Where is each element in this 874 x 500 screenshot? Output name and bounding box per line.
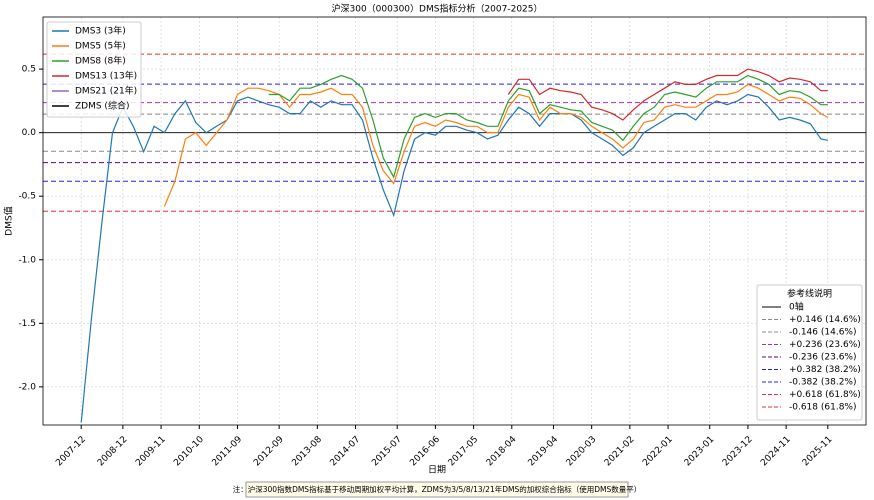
x-tick-label: 2016-06 (408, 434, 442, 468)
reference-legend-label: -0.382 (38.2%) (789, 378, 857, 388)
y-tick-label: 0.0 (22, 128, 37, 138)
x-tick-label: 2023-12 (721, 435, 755, 469)
note: 注：沪深300指数DMS指标基于移动周期加权平均计算，ZDMS为3/5/8/13… (233, 484, 642, 494)
x-tick-label: 2025-11 (801, 435, 835, 469)
series-line (163, 83, 829, 207)
plot-frame (42, 16, 867, 426)
reference-legend-label: +0.618 (61.8%) (789, 390, 861, 400)
y-tick-label: 0.5 (22, 65, 36, 75)
chart-title: 沪深300（000300）DMS指标分析（2007-2025） (332, 3, 543, 15)
legend-box (46, 21, 142, 118)
x-tick-label: 2010-10 (172, 434, 206, 468)
x-tick-label: 2019-04 (527, 434, 561, 468)
series-line (268, 74, 828, 179)
x-tick-label: 2012-09 (252, 434, 286, 468)
x-tick-label: 2007-12 (54, 435, 88, 469)
series-line (507, 68, 828, 121)
x-tick-label: 2018-04 (485, 434, 519, 468)
note-box (245, 481, 629, 498)
reference-legend-label: -0.236 (23.6%) (789, 353, 857, 363)
x-tick-label: 2023-01 (683, 435, 717, 469)
x-axis-label: 日期 (428, 465, 446, 476)
x-tick-label: 2021-02 (603, 435, 637, 469)
x-tick-label: 2013-08 (290, 434, 324, 468)
reference-legend-title: 参考线说明 (787, 288, 832, 300)
reference-legend-label: +0.236 (23.6%) (789, 340, 861, 350)
y-tick-label: -2.0 (18, 382, 36, 392)
x-tick-label: 2017-05 (447, 435, 481, 469)
x-tick-label: 2009-11 (134, 435, 168, 469)
y-tick-label: -1.5 (18, 319, 36, 329)
legend-label: DMS8 (8年) (75, 55, 126, 67)
y-axis-label: DMS值 (3, 206, 15, 235)
x-tick-label: 2024-11 (759, 435, 793, 469)
reference-legend-label: -0.618 (61.8%) (789, 403, 857, 413)
reference-legend-label: +0.382 (38.2%) (789, 365, 861, 375)
series-line (80, 93, 828, 423)
y-tick-label: -1.0 (18, 255, 36, 265)
legend-label: ZDMS (综合) (75, 100, 129, 112)
x-tick-label: 2020-03 (565, 435, 599, 469)
reference-legend-box (756, 284, 863, 421)
x-tick-label: 2015-07 (370, 435, 404, 469)
x-tick-label: 2014-07 (329, 435, 363, 469)
reference-legend-label: 0轴 (789, 301, 804, 313)
y-tick-label: -0.5 (18, 192, 36, 202)
x-tick-label: 2022-01 (641, 435, 675, 469)
legend-label: DMS21 (21年) (75, 85, 137, 97)
legend-label: DMS5 (5年) (75, 40, 126, 52)
x-tick-label: 2011-09 (211, 434, 245, 468)
legend-label: DMS3 (3年) (75, 25, 126, 37)
reference-legend-label: +0.146 (14.6%) (789, 315, 861, 325)
x-tick-label: 2008-12 (96, 435, 130, 469)
legend-label: DMS13 (13年) (75, 70, 137, 82)
reference-legend-label: -0.146 (14.6%) (789, 328, 857, 338)
